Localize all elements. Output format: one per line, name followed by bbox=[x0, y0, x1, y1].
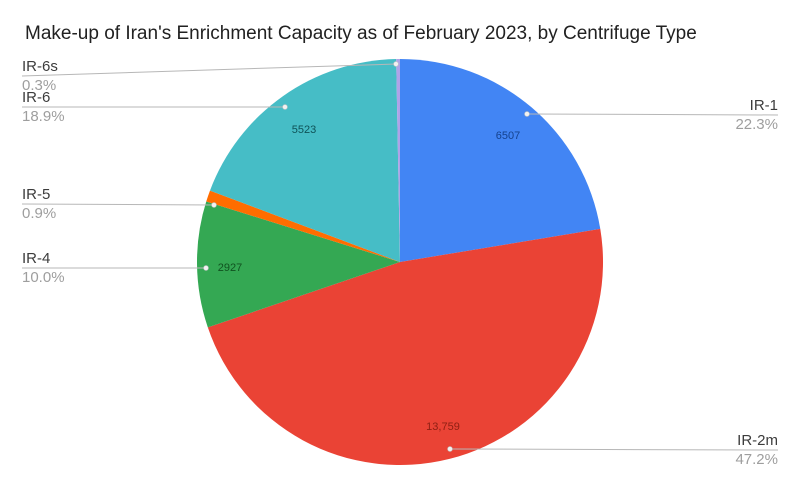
callout-line-ir-2m bbox=[449, 448, 779, 451]
pie-slice-ir-2m[interactable] bbox=[207, 228, 604, 466]
slice-name: IR-1 bbox=[749, 97, 778, 114]
slice-label-ir-2m: IR-2m 47.2% bbox=[735, 431, 778, 469]
callout-dot-ir-6s bbox=[393, 61, 399, 67]
callout-line-ir-5 bbox=[21, 203, 215, 206]
callout-line-ir-6s bbox=[21, 63, 397, 77]
callout-dot-ir-4 bbox=[203, 265, 209, 271]
slice-percent: 0.9% bbox=[22, 205, 57, 222]
slice-percent: 10.0% bbox=[22, 269, 65, 286]
callout-line-ir-1 bbox=[526, 113, 779, 116]
slice-label-ir-5: IR-5 0.9% bbox=[22, 185, 56, 223]
slice-name: IR-6 bbox=[22, 89, 51, 106]
pie-slice-ir-6s[interactable] bbox=[396, 59, 400, 262]
pie-slice-ir-5[interactable] bbox=[206, 190, 400, 262]
slice-name: IR-4 bbox=[22, 250, 51, 267]
slice-label-ir-6s: IR-6s 0.3% bbox=[22, 57, 58, 95]
callout-dot-ir-1 bbox=[524, 111, 530, 117]
slice-percent: 0.3% bbox=[22, 77, 57, 94]
slice-name: IR-6s bbox=[22, 58, 58, 75]
pie-slice-ir-1[interactable] bbox=[400, 59, 601, 262]
slice-label-ir-1: IR-1 22.3% bbox=[735, 96, 778, 134]
pie-slice-ir-6[interactable] bbox=[209, 59, 400, 262]
slice-value-ir-1: 6507 bbox=[495, 130, 521, 142]
slice-label-ir-6: IR-6 18.9% bbox=[22, 88, 65, 126]
slice-label-ir-4: IR-4 10.0% bbox=[22, 249, 65, 287]
slice-name: IR-2m bbox=[737, 432, 778, 449]
callout-dot-ir-2m bbox=[447, 446, 453, 452]
slice-value-ir-6: 5523 bbox=[291, 124, 317, 136]
pie-slice-ir-4[interactable] bbox=[197, 201, 400, 328]
slice-name: IR-5 bbox=[22, 186, 51, 203]
slice-value-ir-2m: 13,759 bbox=[426, 421, 460, 433]
callout-dot-ir-6 bbox=[282, 104, 288, 110]
chart-title: Make-up of Iran's Enrichment Capacity as… bbox=[25, 23, 697, 44]
slice-percent: 47.2% bbox=[735, 451, 778, 468]
slice-percent: 22.3% bbox=[735, 116, 778, 133]
slice-value-ir-4: 2927 bbox=[217, 262, 243, 274]
callout-dot-ir-5 bbox=[211, 202, 217, 208]
slice-percent: 18.9% bbox=[22, 108, 65, 125]
